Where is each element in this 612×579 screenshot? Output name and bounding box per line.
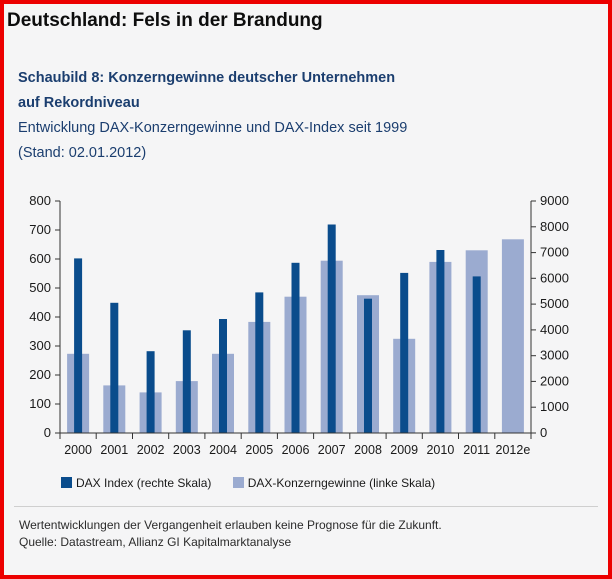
svg-text:2010: 2010 (426, 443, 454, 457)
svg-text:2012e: 2012e (496, 443, 531, 457)
svg-text:2007: 2007 (318, 443, 346, 457)
svg-text:500: 500 (29, 280, 51, 295)
svg-text:2011: 2011 (463, 443, 490, 457)
svg-text:6000: 6000 (540, 270, 569, 285)
svg-text:2004: 2004 (209, 443, 237, 457)
svg-text:2009: 2009 (390, 443, 418, 457)
svg-text:200: 200 (29, 367, 51, 382)
svg-text:2003: 2003 (173, 443, 201, 457)
svg-text:0: 0 (540, 425, 547, 440)
svg-text:0: 0 (44, 425, 51, 440)
svg-text:2008: 2008 (354, 443, 382, 457)
svg-text:600: 600 (29, 251, 51, 266)
svg-text:2000: 2000 (64, 443, 92, 457)
svg-text:8000: 8000 (540, 219, 569, 234)
svg-text:400: 400 (29, 309, 51, 324)
svg-text:2001: 2001 (100, 443, 128, 457)
svg-text:4000: 4000 (540, 322, 569, 337)
svg-text:5000: 5000 (540, 296, 569, 311)
svg-text:1000: 1000 (540, 399, 569, 414)
svg-text:300: 300 (29, 338, 51, 353)
svg-text:2005: 2005 (245, 443, 273, 457)
svg-text:9000: 9000 (540, 193, 569, 208)
svg-text:800: 800 (29, 193, 51, 208)
svg-text:700: 700 (29, 222, 51, 237)
svg-text:3000: 3000 (540, 348, 569, 363)
svg-text:2006: 2006 (282, 443, 310, 457)
svg-text:2000: 2000 (540, 373, 569, 388)
svg-text:7000: 7000 (540, 245, 569, 260)
svg-text:2002: 2002 (137, 443, 165, 457)
svg-text:100: 100 (29, 396, 51, 411)
